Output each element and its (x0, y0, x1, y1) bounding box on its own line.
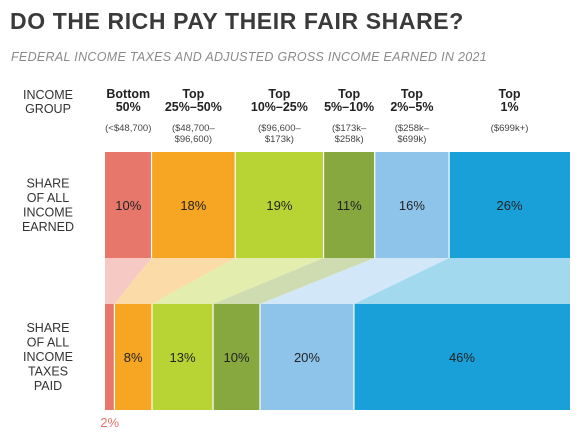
income-row-label: INCOME (23, 205, 73, 219)
group-name: 1% (501, 100, 519, 114)
tax-value-label: 8% (124, 350, 143, 365)
income-value-label: 10% (115, 198, 141, 213)
group-range: ($48,700– (172, 123, 216, 134)
tax-row-label: TAXES (28, 365, 68, 379)
tax-value-label: 20% (294, 350, 320, 365)
income-value-label: 26% (497, 198, 523, 213)
group-name: Top (182, 87, 204, 101)
group-range: (<$48,700) (105, 123, 151, 134)
income-value-label: 19% (266, 198, 292, 213)
tax-row-label: OF ALL (27, 336, 69, 350)
connector-band (260, 258, 450, 304)
income-row-label: OF ALL (27, 191, 69, 205)
tax-value-label: 10% (223, 350, 249, 365)
group-name: 50% (116, 100, 141, 114)
tax-bar (151, 304, 214, 410)
connector-band (151, 258, 324, 304)
income-group-header: INCOME (23, 88, 73, 102)
tax-bar (114, 304, 152, 410)
chart-title: DO THE RICH PAY THEIR FAIR SHARE? (10, 8, 464, 34)
group-range: $258k) (335, 134, 364, 145)
group-name: Top (338, 87, 360, 101)
chart-subtitle: FEDERAL INCOME TAXES AND ADJUSTED GROSS … (11, 50, 488, 64)
income-value-label: 16% (399, 198, 425, 213)
group-name: Top (268, 87, 290, 101)
group-range: $699k) (397, 134, 426, 145)
income-bar (449, 152, 570, 258)
group-name: Top (401, 87, 423, 101)
income-row-label: SHARE (26, 176, 69, 190)
group-name: 10%–25% (251, 100, 308, 114)
income-bar (323, 152, 375, 258)
group-name: 5%–10% (324, 100, 374, 114)
group-range: ($96,600– (258, 123, 302, 134)
tax-bar (213, 304, 260, 410)
tax-value-label: 2% (100, 415, 119, 430)
connector-band (105, 258, 152, 304)
group-range: $96,600) (175, 134, 213, 145)
income-row-label: EARNED (22, 220, 74, 234)
tax-bar (105, 304, 115, 410)
income-bar (374, 152, 450, 258)
income-group-header: GROUP (25, 102, 71, 116)
connector-band (353, 258, 570, 304)
tax-value-label: 46% (449, 350, 475, 365)
group-range: $173k) (265, 134, 294, 145)
group-range: ($699k+) (491, 123, 529, 134)
group-name: Top (499, 87, 521, 101)
tax-bar (353, 304, 570, 410)
income-value-label: 18% (180, 198, 206, 213)
tax-row-label: PAID (34, 379, 62, 393)
income-bar (235, 152, 324, 258)
group-name: 25%–50% (165, 100, 222, 114)
tax-bar (260, 304, 354, 410)
group-name: Bottom (106, 87, 150, 101)
group-range: ($258k– (395, 123, 430, 134)
income-value-label: 11% (337, 198, 362, 213)
tax-row-label: SHARE (26, 321, 69, 335)
connector-band (114, 258, 236, 304)
income-bar (151, 152, 236, 258)
tax-value-label: 13% (169, 350, 195, 365)
connector-band (213, 258, 375, 304)
group-range: ($173k– (332, 123, 367, 134)
income-bar (105, 152, 152, 258)
tax-row-label: INCOME (23, 350, 73, 364)
group-name: 2%–5% (390, 100, 433, 114)
